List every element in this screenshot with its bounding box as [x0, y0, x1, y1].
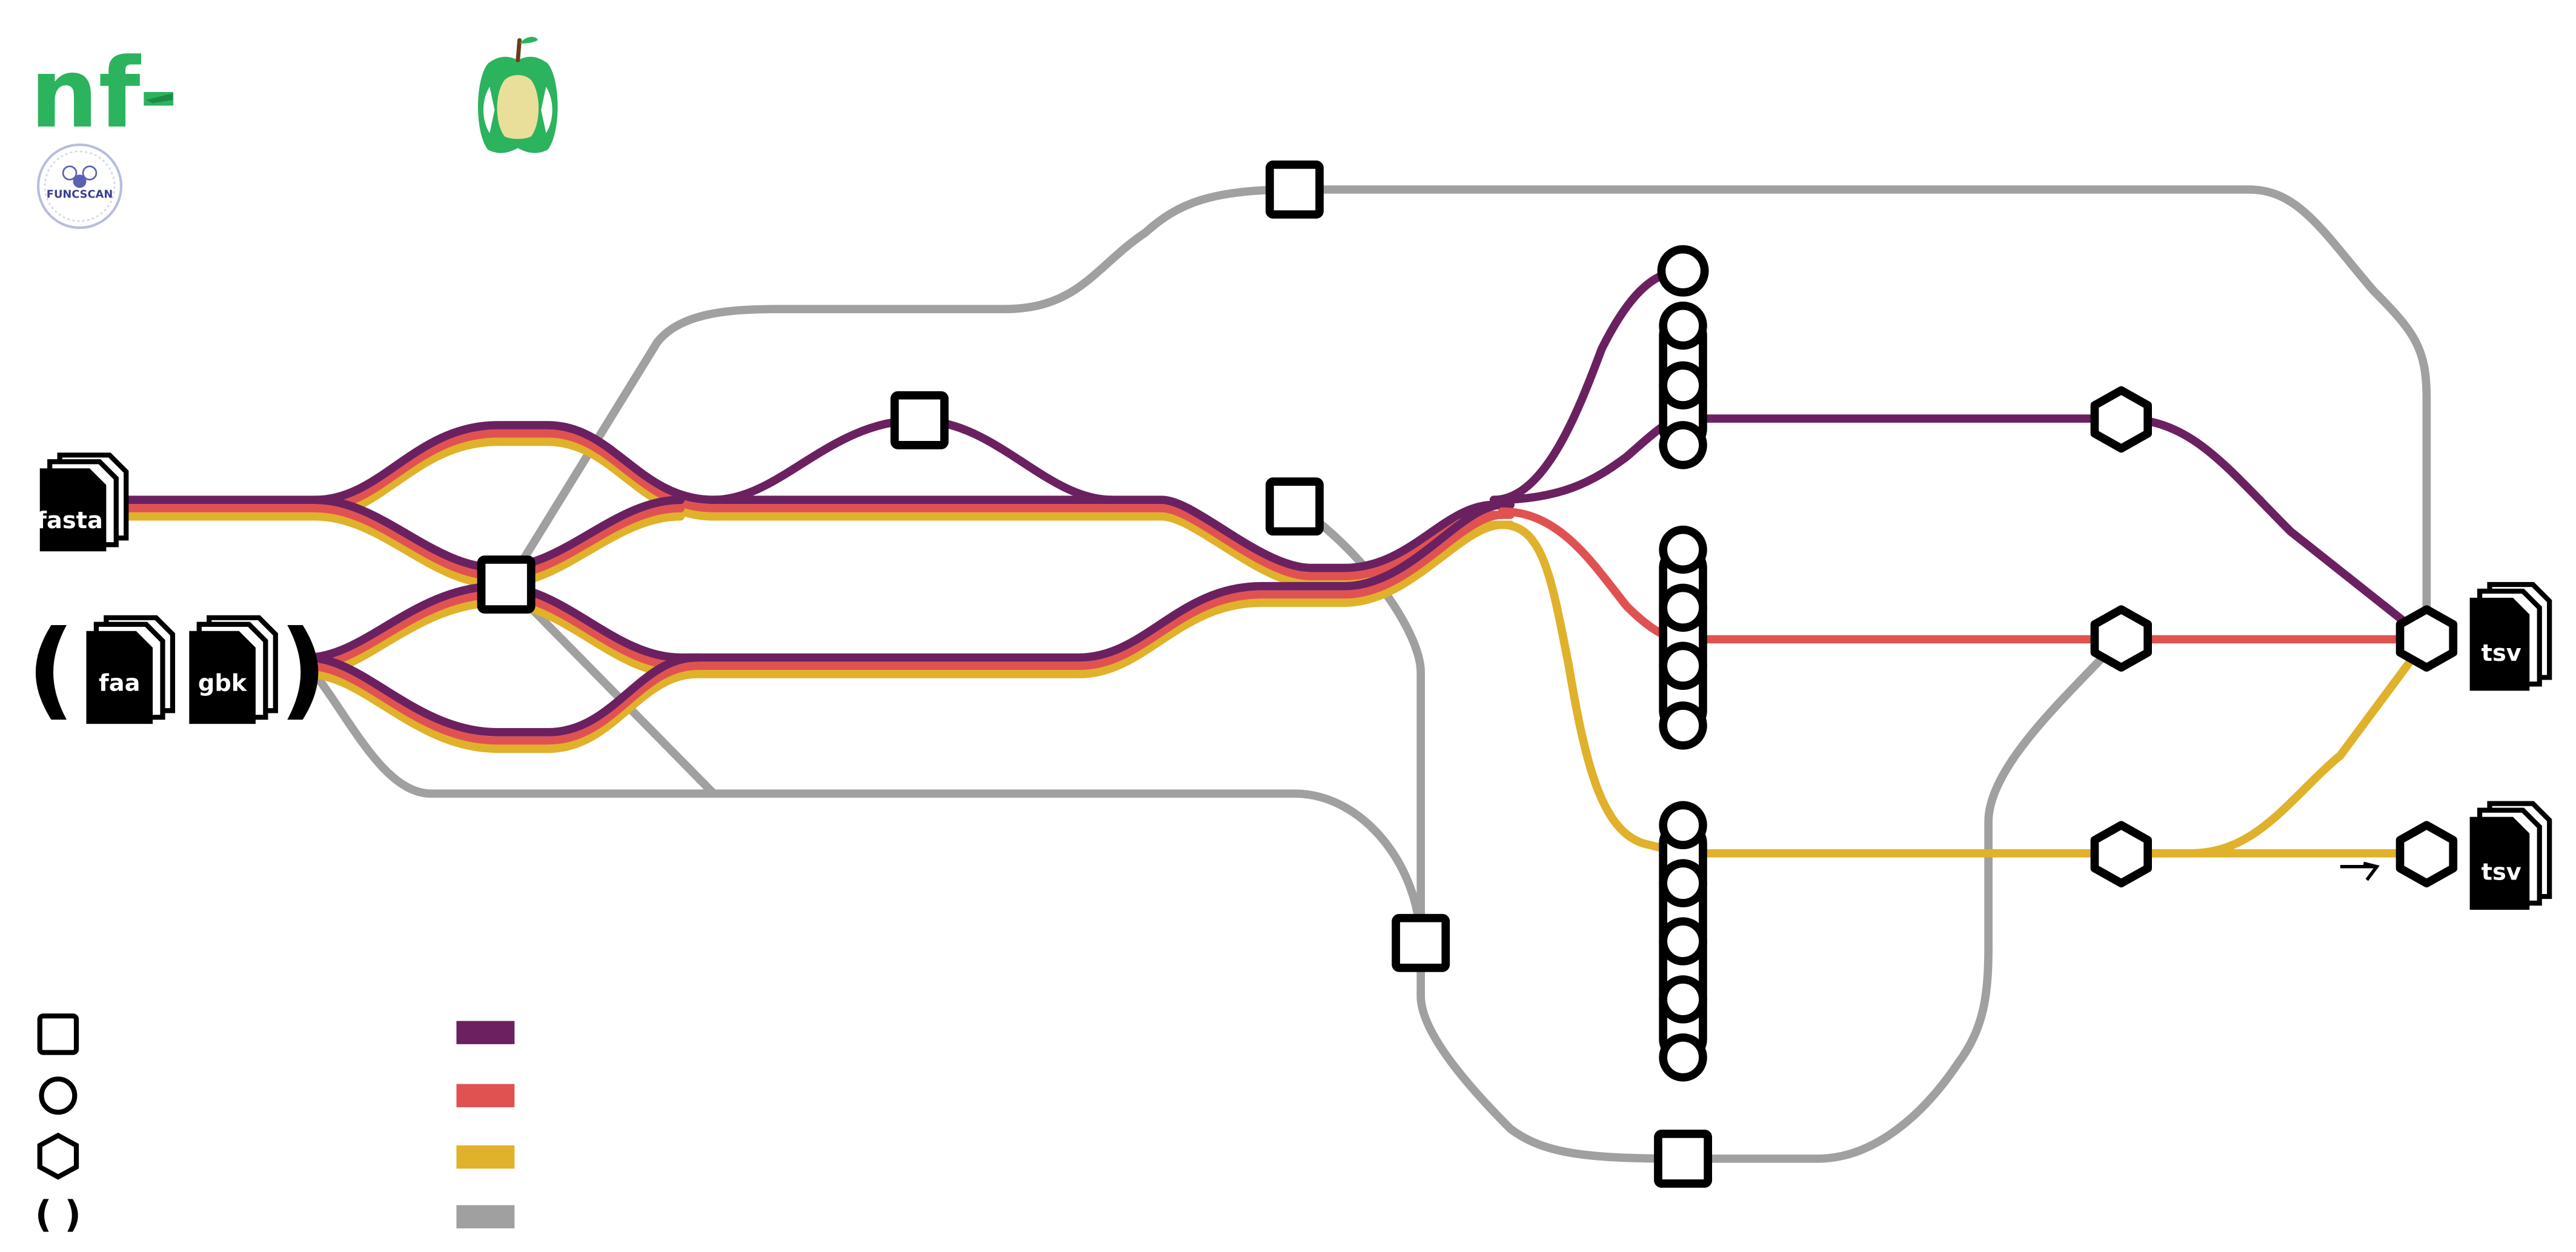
hexagon-node-merge: [2395, 605, 2458, 672]
square-node-left: [477, 555, 536, 614]
circle-chain-purple: [1657, 245, 1709, 469]
grey-line-from-optional: [302, 660, 718, 798]
faa-label: faa: [99, 669, 140, 697]
yellow-to-output: [1498, 520, 2431, 858]
legend-yellow-line-icon: [456, 1145, 515, 1169]
legend-purple-line-icon: [456, 1021, 515, 1044]
funcscan-logo-text: FUNCSCAN: [47, 188, 113, 201]
purple-to-output: [1679, 414, 2431, 644]
purple-branch-top: [1489, 267, 1687, 505]
legend-optional-parentheses-icon: ( ): [35, 1193, 81, 1236]
square-node-lower: [1392, 913, 1450, 972]
gbk-input-file: gbk: [189, 615, 278, 724]
file-icon: [2469, 597, 2530, 691]
fasta-label: fasta: [36, 507, 103, 534]
square-node-top: [1266, 161, 1324, 219]
tsv-output-file-top: tsv: [2469, 581, 2552, 691]
circle-chain-red: [1659, 525, 1707, 750]
tsv-top-label: tsv: [2481, 640, 2521, 667]
legend-circle-node-icon: [39, 1076, 78, 1115]
hexagon-node-output: [2395, 821, 2458, 888]
legend-red-line-icon: [456, 1084, 515, 1108]
optional-close-paren: ): [279, 608, 327, 731]
legend-grey-line-icon: [456, 1205, 515, 1229]
square-nodes: [477, 161, 1712, 1188]
square-node-bottom: [1654, 1129, 1712, 1188]
tsv-bottom-label: tsv: [2481, 859, 2521, 886]
file-icon: [39, 468, 107, 552]
legend-hexagon-node-icon: [37, 1132, 79, 1180]
grey-line-lower: [503, 580, 1426, 947]
file-icon: [2469, 816, 2530, 910]
circle-node-icon: [1657, 245, 1709, 297]
apple-core-icon: [478, 36, 558, 153]
faa-input-file: faa: [86, 615, 176, 724]
nf-core-title: nf-: [30, 38, 178, 150]
gbk-label: gbk: [198, 669, 248, 697]
hexagon-node-purple: [2090, 386, 2153, 453]
grey-line-bottom-loop: [1416, 633, 2126, 1163]
optional-open-paren: (: [27, 608, 75, 731]
legend: ( ): [35, 1013, 515, 1236]
file-icon: [86, 631, 153, 724]
square-node-purple: [890, 391, 949, 449]
hexagon-nodes: [2090, 386, 2458, 888]
file-icon: [189, 631, 256, 724]
title-prefix: nf-: [30, 38, 178, 150]
tsv-output-file-bottom: tsv: [2469, 801, 2552, 910]
branch-lines: [1489, 267, 2431, 858]
grey-lines: [302, 185, 2431, 1163]
title-accent-icon: [146, 93, 173, 104]
circle-chain-yellow: [1659, 801, 1707, 1082]
legend-square-node-icon: [37, 1013, 79, 1055]
grey-line-top: [503, 185, 2431, 644]
funcscan-logo: FUNCSCAN: [36, 143, 123, 230]
hexagon-node-red: [2090, 605, 2153, 672]
square-node-center: [1266, 477, 1324, 536]
hexagon-node-yellow: [2090, 821, 2153, 888]
funcscan-logo-dots-icon: [44, 150, 116, 222]
arrow-icon: [2340, 861, 2380, 881]
fasta-input-file: fasta: [36, 452, 129, 552]
